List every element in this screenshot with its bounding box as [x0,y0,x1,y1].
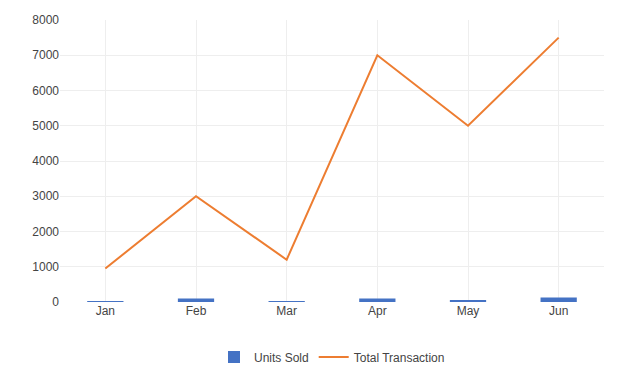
svg-text:1000: 1000 [32,260,59,274]
svg-text:Units Sold: Units Sold [254,351,309,365]
svg-text:0: 0 [52,295,59,309]
svg-text:Jun: Jun [549,304,568,318]
svg-text:3000: 3000 [32,189,59,203]
svg-text:5000: 5000 [32,119,59,133]
svg-text:Jan: Jan [96,304,115,318]
svg-text:2000: 2000 [32,225,59,239]
svg-text:6000: 6000 [32,84,59,98]
svg-text:8000: 8000 [32,13,59,27]
svg-text:Total Transaction: Total Transaction [354,351,445,365]
svg-text:Apr: Apr [368,304,387,318]
svg-text:Feb: Feb [186,304,207,318]
svg-text:4000: 4000 [32,154,59,168]
svg-text:May: May [457,304,480,318]
svg-text:Mar: Mar [276,304,297,318]
svg-text:7000: 7000 [32,48,59,62]
